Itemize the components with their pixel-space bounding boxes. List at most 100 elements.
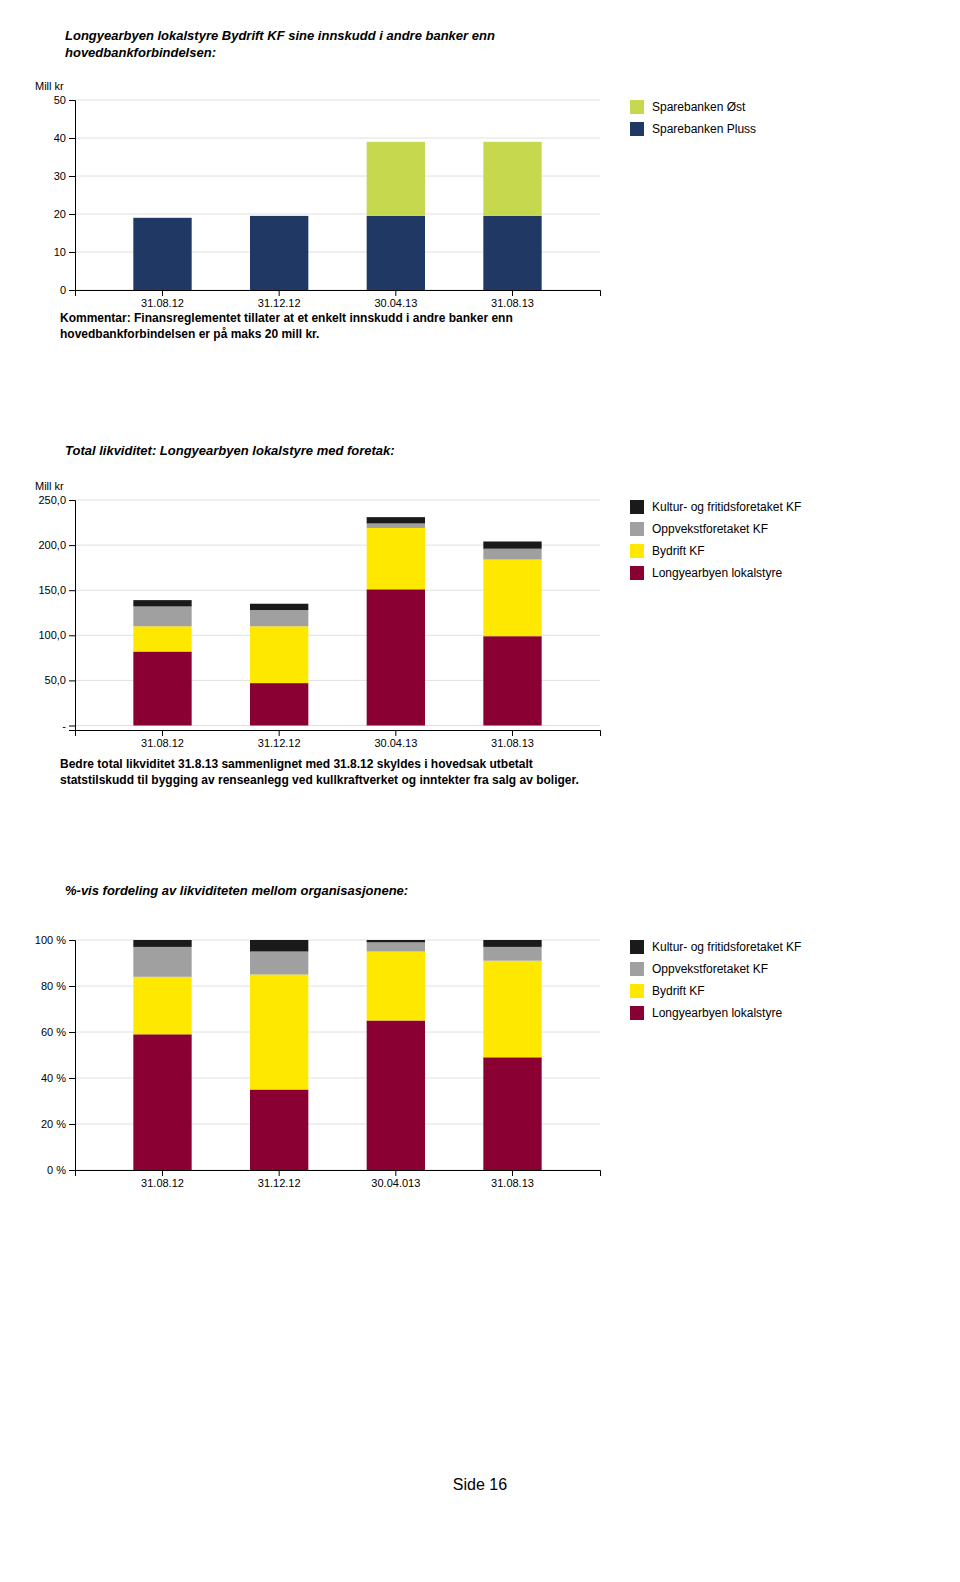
- bar: [367, 523, 425, 528]
- axis-line: [76, 731, 601, 737]
- bar: [483, 142, 541, 216]
- bar: [367, 528, 425, 589]
- tick-mark: [69, 725, 75, 726]
- bar: [133, 217, 191, 218]
- bar: [133, 606, 191, 626]
- bar: [250, 626, 308, 683]
- y-tick: 250,0: [38, 494, 75, 506]
- tick-label: 30.04.13: [374, 737, 417, 749]
- bar: [483, 560, 541, 637]
- y-tick: 50,0: [45, 674, 75, 686]
- bar: [133, 652, 191, 726]
- axis-title: Mill kr: [35, 480, 64, 492]
- tick-label: 50: [54, 94, 66, 106]
- legend-label: Sparebanken Pluss: [652, 122, 756, 136]
- tick-label: 31.12.12: [258, 737, 301, 749]
- grid: [75, 940, 600, 1170]
- y-axis: -50,0100,0150,0200,0250,0: [38, 494, 75, 731]
- y-axis: 0 %20 %40 %60 %80 %100 %: [35, 934, 76, 1176]
- x-axis: 31.08.1231.12.1230.04.1331.08.13: [76, 730, 601, 749]
- y-tick: 0 %: [47, 1164, 75, 1176]
- chart-title: Total likviditet: Longyearbyen lokalstyr…: [65, 443, 395, 458]
- legend-swatch: [630, 122, 644, 136]
- bar: [250, 1090, 308, 1171]
- x-tick: 31.12.12: [258, 730, 301, 749]
- tick-mark: [395, 290, 396, 296]
- x-tick: 31.12.12: [258, 290, 301, 309]
- annotation: Kommentar: Finansreglementet tillater at…: [60, 311, 513, 341]
- annotation: Bedre total likviditet 31.8.13 sammenlig…: [60, 757, 579, 787]
- tick-label: 40 %: [41, 1072, 66, 1084]
- tick-mark: [69, 214, 75, 215]
- tick-label: 31.08.13: [491, 297, 534, 309]
- tick-mark: [69, 590, 75, 591]
- x-tick: 30.04.013: [371, 1170, 420, 1189]
- bar: [250, 952, 308, 975]
- bar: [367, 517, 425, 523]
- tick-mark: [162, 730, 163, 736]
- grid: [75, 100, 600, 290]
- tick-label: 100 %: [35, 934, 66, 946]
- y-tick: 40: [54, 132, 75, 144]
- bar: [250, 975, 308, 1090]
- tick-label: 150,0: [38, 584, 66, 596]
- y-tick: 80 %: [41, 980, 75, 992]
- axis-line: [69, 101, 76, 291]
- legend: Kultur- og fritidsforetaket KFOppvekstfo…: [630, 500, 801, 580]
- text-line: Longyearbyen lokalstyre Bydrift KF sine …: [65, 28, 495, 43]
- grid: [75, 500, 600, 725]
- y-tick: 50: [54, 94, 75, 106]
- bar: [367, 216, 425, 290]
- y-axis: 01020304050: [54, 94, 76, 296]
- legend-label: Bydrift KF: [652, 984, 705, 998]
- tick-label: 250,0: [38, 494, 66, 506]
- bar-series: [133, 517, 541, 610]
- bar: [133, 977, 191, 1035]
- tick-mark: [162, 290, 163, 296]
- tick-mark: [69, 1170, 75, 1171]
- bar: [483, 1057, 541, 1170]
- bars: [133, 517, 541, 725]
- y-tick: 20: [54, 208, 75, 220]
- x-axis: 31.08.12 31.12.12 30.04.13 31.08.13: [76, 290, 601, 309]
- axis-line: [69, 501, 76, 731]
- tick-mark: [69, 635, 75, 636]
- tick-label: 31.08.13: [491, 1177, 534, 1189]
- x-tick: 30.04.13: [374, 290, 417, 309]
- tick-mark: [512, 1170, 513, 1176]
- x-tick: 31.08.12: [141, 290, 184, 309]
- x-tick: 30.04.13: [374, 730, 417, 749]
- tick-label: 200,0: [38, 539, 66, 551]
- x-tick: 31.08.13: [491, 1170, 534, 1189]
- tick-label: 60 %: [41, 1026, 66, 1038]
- legend-swatch: [630, 962, 644, 976]
- tick-mark: [512, 730, 513, 736]
- bar-series: [133, 942, 541, 977]
- legend-swatch: [630, 940, 644, 954]
- tick-mark: [162, 1170, 163, 1176]
- tick-label: 30.04.13: [374, 297, 417, 309]
- bar: [133, 940, 191, 947]
- x-tick: 31.08.12: [141, 1170, 184, 1189]
- x-tick: 31.08.13: [491, 290, 534, 309]
- axis-line: [76, 1171, 601, 1177]
- grid-line: [75, 500, 600, 501]
- bar: [483, 947, 541, 961]
- tick-mark: [279, 1170, 280, 1176]
- legend-label: Kultur- og fritidsforetaket KF: [652, 500, 801, 514]
- legend-label: Longyearbyen lokalstyre: [652, 1006, 782, 1020]
- tick-mark: [69, 1124, 75, 1125]
- bar: [250, 216, 308, 290]
- text-line: Kommentar: Finansreglementet tillater at…: [60, 311, 513, 325]
- text-line: %-vis fordeling av likviditeten mellom o…: [65, 883, 408, 898]
- tick-label: 30.04.013: [371, 1177, 420, 1189]
- grid-line: [75, 100, 600, 101]
- bar: [367, 1021, 425, 1171]
- bar-series: [133, 216, 541, 290]
- legend-swatch: [630, 500, 644, 514]
- tick-label: 30: [54, 170, 66, 182]
- chart: Longyearbyen lokalstyre Bydrift KF sine …: [35, 28, 756, 341]
- y-tick: -: [62, 720, 75, 732]
- tick-mark: [69, 1078, 75, 1079]
- bar: [133, 1034, 191, 1170]
